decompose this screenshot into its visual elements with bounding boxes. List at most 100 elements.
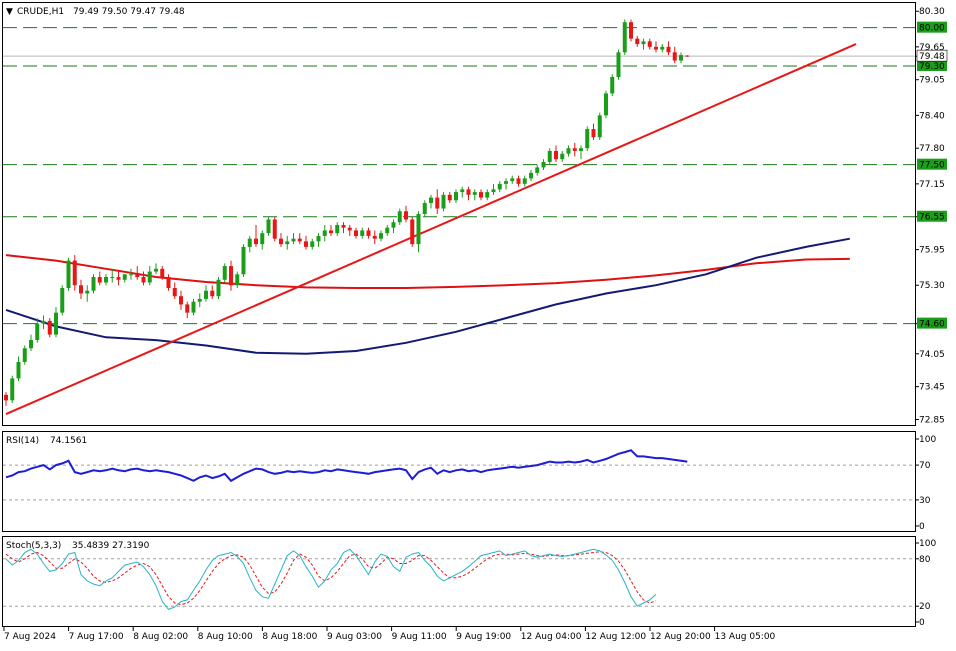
- candle-body: [641, 41, 646, 45]
- candle-body: [235, 274, 240, 286]
- stoch-tick-label: 80: [919, 555, 931, 565]
- candle-body: [547, 150, 552, 162]
- candle-body: [329, 230, 333, 234]
- candle-body: [679, 55, 683, 61]
- time-tick-label: 9 Aug 03:00: [327, 632, 382, 642]
- candle-body: [647, 41, 652, 47]
- price-tick-label: 72.85: [919, 416, 945, 426]
- rsi-tick-label: 70: [919, 461, 931, 471]
- candle-body: [416, 214, 421, 245]
- candle-body: [4, 394, 8, 401]
- candle-body: [435, 197, 440, 209]
- stoch-value: 35.4839 27.3190: [72, 541, 150, 551]
- candle-body: [372, 235, 377, 239]
- candle-body: [566, 148, 571, 154]
- price-level-tag: [917, 317, 947, 329]
- candle-body: [529, 172, 533, 179]
- current-price-label: 79.48: [919, 52, 945, 62]
- price-panel-frame: [2, 2, 916, 426]
- time-tick-label: 8 Aug 18:00: [262, 632, 317, 642]
- candle-body: [335, 224, 340, 234]
- candle-body: [91, 277, 96, 291]
- price-tick-label: 80.30: [919, 7, 945, 17]
- candle-body: [172, 287, 177, 297]
- candle-body: [222, 266, 227, 280]
- candle-body: [597, 115, 602, 138]
- candle-body: [347, 227, 352, 231]
- candle-body: [154, 268, 158, 272]
- rsi-tick-label: 30: [919, 496, 931, 506]
- candle-body: [354, 230, 358, 236]
- price-tick-label: 79.05: [919, 76, 945, 86]
- candle-body: [391, 222, 396, 228]
- candle-body: [104, 277, 108, 283]
- candle-body: [135, 274, 140, 278]
- candle-body: [297, 238, 302, 242]
- symbol-dropdown-icon[interactable]: ▼: [6, 7, 13, 17]
- time-tick-label: 12 Aug 12:00: [585, 632, 646, 642]
- candle-body: [616, 52, 621, 77]
- rsi-tick-label: 100: [919, 435, 936, 445]
- candle-body: [685, 55, 690, 57]
- price-level-label: 76.55: [919, 213, 945, 223]
- time-tick-label: 12 Aug 20:00: [650, 632, 711, 642]
- rsi-title: RSI(14): [6, 436, 39, 446]
- price-tick-label: 75.95: [919, 246, 945, 256]
- candle-body: [97, 277, 102, 283]
- candle-body: [291, 238, 296, 242]
- price-level-tag: [917, 60, 947, 72]
- candle-body: [535, 167, 540, 173]
- candle-body: [635, 38, 640, 45]
- candle-body: [447, 194, 452, 201]
- candle-body: [460, 189, 465, 193]
- candle-body: [185, 304, 190, 313]
- price-tick-label: 73.45: [919, 383, 945, 393]
- candle-body: [122, 274, 127, 280]
- candle-body: [85, 290, 90, 294]
- price-level-label: 77.50: [919, 161, 945, 171]
- time-tick-label: 7 Aug 2024: [4, 632, 56, 642]
- candle-body: [379, 233, 383, 239]
- slow-moving-average-line: [5, 254, 850, 289]
- candle-body: [654, 46, 658, 50]
- chart-ohlc-values: 79.49 79.50 79.47 79.48: [73, 7, 185, 17]
- time-tick-label: 9 Aug 19:00: [456, 632, 511, 642]
- stoch-title: Stoch(5,3,3): [6, 541, 61, 551]
- candle-body: [316, 235, 321, 242]
- candle-body: [29, 340, 33, 349]
- current-price-tag: [916, 49, 948, 62]
- price-level-tag: [917, 158, 947, 170]
- candle-body: [585, 129, 590, 149]
- rsi-line: [5, 449, 688, 483]
- time-tick-label: 12 Aug 04:00: [521, 632, 582, 642]
- candle-body: [422, 203, 427, 214]
- trendline: [5, 43, 857, 415]
- candle-body: [485, 192, 490, 198]
- stoch-tick-label: 20: [919, 602, 931, 612]
- candle-body: [166, 277, 171, 288]
- price-tick-label: 77.15: [919, 180, 945, 190]
- candle-body: [204, 290, 208, 299]
- candle-body: [310, 241, 315, 247]
- candle-body: [360, 230, 365, 236]
- candle-body: [341, 224, 346, 228]
- candle-body: [72, 260, 77, 286]
- candle-body: [397, 211, 402, 223]
- candle-body: [191, 301, 196, 313]
- candle-body: [441, 194, 446, 209]
- time-tick-label: 8 Aug 10:00: [198, 632, 253, 642]
- candle-body: [16, 361, 21, 379]
- candle-body: [366, 230, 371, 236]
- candle-body: [410, 219, 415, 245]
- price-tick-label: 74.05: [919, 350, 945, 360]
- price-tick-label: 79.65: [919, 43, 945, 53]
- candle-body: [322, 230, 327, 236]
- candle-body: [10, 378, 15, 401]
- time-tick-label: 13 Aug 05:00: [715, 632, 776, 642]
- candle-body: [22, 348, 27, 362]
- candle-body: [541, 161, 546, 168]
- candle-body: [472, 192, 477, 195]
- candle-body: [385, 227, 390, 234]
- candle-body: [604, 93, 608, 116]
